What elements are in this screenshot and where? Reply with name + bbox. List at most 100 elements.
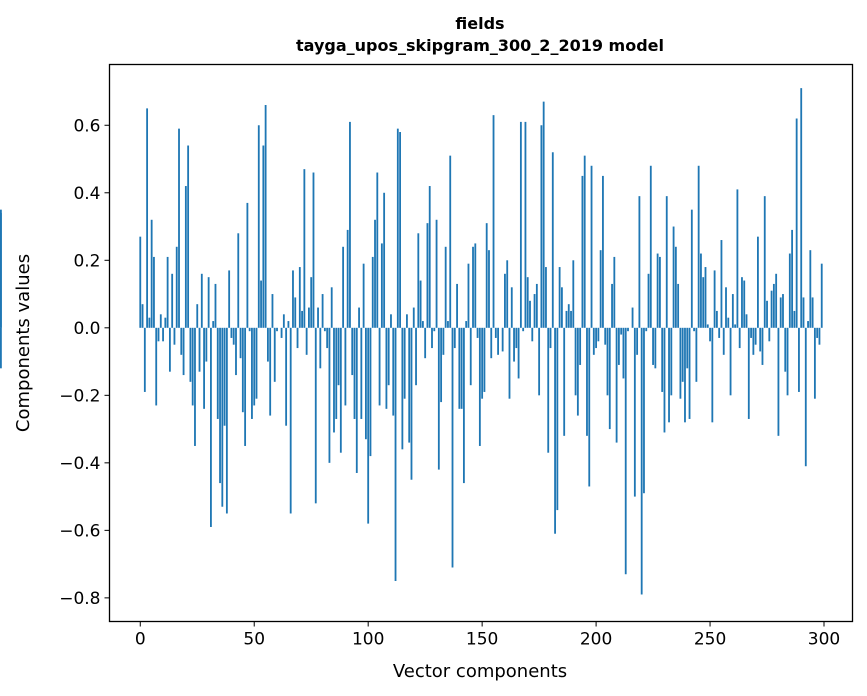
bar: [631, 307, 634, 328]
bar: [700, 253, 702, 328]
bar: [412, 307, 415, 328]
bar: [148, 317, 151, 328]
bar: [718, 327, 721, 338]
bar: [693, 327, 696, 332]
bar: [779, 297, 782, 328]
bar: [351, 327, 354, 376]
bar: [344, 327, 347, 406]
bar: [706, 324, 709, 328]
bar: [793, 310, 796, 328]
bar: [462, 327, 465, 484]
bar: [590, 165, 593, 328]
bar: [670, 327, 673, 396]
bar: [592, 327, 595, 355]
bar: [460, 327, 463, 409]
bar: [166, 256, 169, 328]
bar: [433, 327, 436, 332]
bar: [378, 327, 381, 406]
y-tick-label: 0.0: [73, 319, 100, 339]
bar: [674, 246, 677, 328]
bar: [643, 327, 645, 494]
bar: [722, 327, 725, 355]
bar: [622, 327, 625, 379]
bar: [358, 307, 360, 328]
bar: [606, 327, 609, 396]
bar: [205, 327, 208, 362]
bar: [784, 327, 787, 372]
bar: [330, 287, 333, 328]
bar: [684, 327, 686, 423]
bar: [191, 327, 194, 406]
bar: [339, 327, 342, 453]
bar: [153, 256, 155, 328]
bar: [611, 283, 613, 328]
bar: [150, 219, 153, 328]
bar: [649, 165, 652, 328]
bar: [579, 327, 582, 365]
bar: [180, 327, 183, 355]
bar: [469, 327, 472, 386]
bar: [175, 246, 178, 328]
bar: [538, 327, 541, 396]
bar: [157, 327, 160, 342]
bar: [533, 294, 536, 328]
bar: [396, 128, 399, 328]
bar: [360, 327, 363, 419]
bar: [485, 223, 488, 328]
bar: [583, 155, 586, 328]
bar: [230, 327, 233, 338]
bar: [654, 327, 657, 369]
bar: [390, 314, 392, 328]
bar: [235, 327, 237, 376]
bar: [727, 317, 730, 328]
bar: [401, 327, 404, 450]
bar: [321, 294, 324, 328]
x-tick-label: 0: [135, 630, 146, 650]
bar: [253, 327, 256, 406]
y-tick-label: −0.6: [59, 521, 100, 541]
bar: [207, 277, 210, 328]
bar: [440, 327, 443, 403]
bar: [526, 277, 529, 328]
bar: [547, 327, 550, 453]
bar: [775, 273, 778, 328]
y-tick-label: 0.6: [73, 116, 100, 136]
bar: [271, 294, 274, 328]
bar: [212, 321, 215, 328]
bar: [223, 327, 226, 426]
x-axis-label: Vector components: [393, 661, 567, 682]
x-axis-ticks: 0 50 100 150 200 250 300: [135, 621, 840, 650]
bar: [576, 327, 579, 416]
bar: [549, 327, 552, 349]
bar: [380, 243, 383, 328]
bar: [435, 219, 438, 328]
bar: [802, 297, 805, 328]
bar: [661, 327, 664, 392]
bar: [424, 327, 427, 359]
bar: [636, 327, 639, 355]
bar: [244, 327, 247, 446]
bar: [677, 283, 680, 328]
bar: [647, 273, 650, 328]
bar: [335, 327, 338, 419]
bar: [588, 327, 591, 487]
x-tick-label: 200: [580, 630, 612, 650]
bar: [146, 108, 149, 328]
bar: [200, 273, 203, 328]
bar: [711, 327, 714, 423]
bar: [255, 327, 258, 399]
y-tick-label: 0.2: [73, 251, 100, 271]
bar: [697, 165, 700, 328]
bar: [608, 327, 611, 430]
bar: [597, 327, 600, 342]
bar: [303, 169, 306, 328]
bar: [542, 101, 545, 328]
bar: [818, 327, 821, 345]
bar: [326, 327, 329, 349]
bar: [729, 327, 732, 396]
bar: [237, 233, 240, 328]
bar: [168, 327, 171, 372]
bar: [515, 327, 518, 349]
bar: [408, 327, 411, 443]
